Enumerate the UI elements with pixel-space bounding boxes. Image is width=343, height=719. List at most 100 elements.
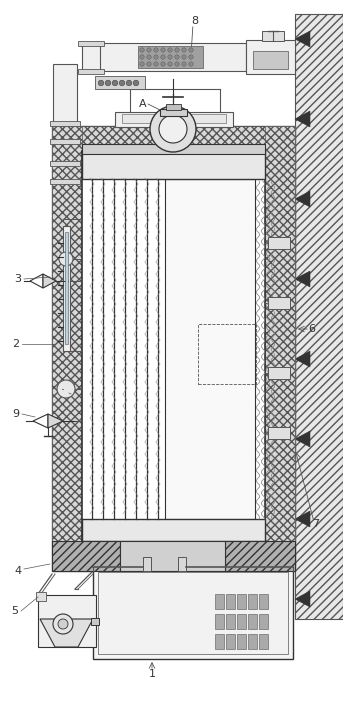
Bar — [52, 126, 295, 571]
Bar — [165, 179, 255, 519]
Circle shape — [161, 55, 165, 59]
Polygon shape — [295, 591, 310, 607]
Circle shape — [189, 47, 193, 52]
Bar — [122, 114, 226, 123]
Circle shape — [161, 47, 165, 52]
Polygon shape — [295, 511, 310, 527]
Bar — [82, 44, 100, 71]
Bar — [268, 427, 290, 439]
Circle shape — [105, 81, 111, 86]
Bar — [259, 614, 268, 629]
Bar — [52, 126, 82, 571]
Text: 6: 6 — [308, 324, 316, 334]
Circle shape — [53, 614, 73, 634]
Text: 2: 2 — [12, 339, 20, 349]
Bar — [65, 232, 68, 344]
Bar — [226, 634, 235, 649]
Bar — [178, 557, 186, 571]
Bar — [246, 40, 295, 74]
Circle shape — [57, 380, 75, 398]
Bar — [143, 557, 151, 571]
Bar — [237, 634, 246, 649]
Bar — [98, 43, 246, 71]
Bar — [50, 139, 80, 144]
Circle shape — [168, 55, 172, 59]
Bar — [160, 109, 187, 116]
Circle shape — [175, 47, 179, 52]
Bar — [268, 367, 290, 379]
Bar — [215, 614, 224, 629]
Bar — [248, 634, 257, 649]
Circle shape — [112, 81, 118, 86]
Bar — [225, 541, 295, 571]
Bar — [253, 51, 288, 69]
Bar — [50, 161, 80, 166]
Bar — [63, 226, 70, 351]
Bar — [215, 634, 224, 649]
Circle shape — [147, 47, 151, 52]
Circle shape — [154, 62, 158, 66]
Text: 4: 4 — [14, 566, 22, 576]
Text: A: A — [139, 99, 147, 109]
Polygon shape — [295, 31, 310, 47]
Text: 3: 3 — [14, 274, 22, 284]
Polygon shape — [295, 271, 310, 287]
Circle shape — [154, 55, 158, 59]
Text: 1: 1 — [149, 669, 155, 679]
Circle shape — [140, 62, 144, 66]
Circle shape — [189, 62, 193, 66]
Circle shape — [59, 252, 73, 266]
Bar — [248, 594, 257, 609]
Bar — [91, 618, 99, 625]
Bar — [259, 634, 268, 649]
Circle shape — [189, 55, 193, 59]
Bar — [38, 595, 96, 647]
Text: 5: 5 — [12, 606, 19, 616]
Circle shape — [182, 62, 186, 66]
Circle shape — [98, 81, 104, 86]
Text: 7: 7 — [312, 519, 320, 529]
Bar — [50, 179, 80, 184]
Circle shape — [154, 47, 158, 52]
Circle shape — [182, 47, 186, 52]
Bar — [82, 519, 265, 541]
Bar — [36, 592, 46, 601]
Bar — [215, 594, 224, 609]
Circle shape — [126, 81, 132, 86]
Circle shape — [182, 55, 186, 59]
Circle shape — [140, 47, 144, 52]
Bar — [248, 614, 257, 629]
Bar — [82, 144, 265, 154]
Polygon shape — [295, 431, 310, 447]
Bar — [52, 541, 120, 571]
Bar — [237, 594, 246, 609]
Polygon shape — [43, 274, 56, 288]
Polygon shape — [48, 414, 63, 428]
Circle shape — [119, 81, 125, 86]
Circle shape — [140, 55, 144, 59]
Circle shape — [175, 55, 179, 59]
Circle shape — [159, 115, 187, 143]
Polygon shape — [295, 351, 310, 367]
Bar — [115, 112, 233, 127]
Bar — [52, 126, 295, 151]
Bar — [95, 76, 145, 89]
Circle shape — [147, 55, 151, 59]
Bar — [93, 567, 293, 659]
Circle shape — [161, 62, 165, 66]
Bar — [82, 151, 265, 179]
Bar — [52, 543, 295, 571]
Circle shape — [168, 47, 172, 52]
Bar — [265, 126, 295, 571]
Bar — [78, 41, 104, 46]
Bar — [120, 541, 225, 571]
Polygon shape — [295, 191, 310, 207]
Bar — [138, 46, 203, 68]
Bar — [259, 594, 268, 609]
Bar — [53, 64, 77, 189]
Bar — [262, 31, 284, 41]
Polygon shape — [295, 111, 310, 127]
Bar — [50, 121, 80, 126]
Bar — [295, 14, 343, 619]
Bar — [268, 237, 290, 249]
